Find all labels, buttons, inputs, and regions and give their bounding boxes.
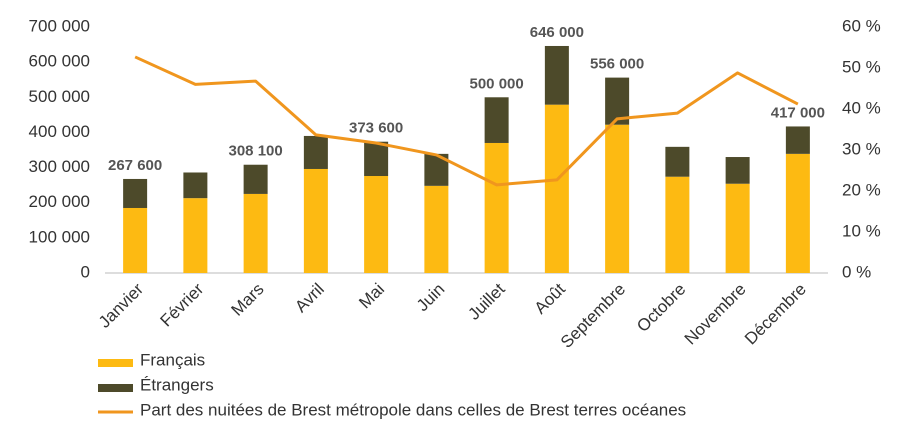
bar-segment (605, 124, 630, 273)
bar-segment (665, 146, 690, 177)
y-tick-label: 600 000 (29, 52, 90, 71)
y-tick-label: 500 000 (29, 87, 90, 106)
bar-segment (544, 45, 569, 105)
bar-segment (123, 207, 148, 273)
y-tick-label: 0 (81, 262, 90, 281)
x-tick-label: Novembre (681, 280, 750, 349)
y2-tick-label: 50 % (842, 57, 881, 76)
total-label: 556 000 (590, 56, 644, 73)
bar-segment (303, 135, 328, 169)
line-series (134, 55, 799, 187)
total-label: 500 000 (470, 75, 524, 92)
total-label: 267 600 (108, 157, 162, 174)
bar-segment (785, 153, 810, 273)
total-label: 308 100 (229, 143, 283, 160)
legend-label: Part des nuitées de Brest métropole dans… (140, 400, 686, 419)
bar-segment (364, 141, 389, 177)
bar-segment (243, 164, 268, 194)
y-tick-label: 200 000 (29, 192, 90, 211)
legend-label: Français (140, 350, 205, 369)
bar-segment (183, 172, 208, 199)
y-tick-label: 300 000 (29, 157, 90, 176)
bar-segment (364, 176, 389, 273)
bar-segment (544, 104, 569, 273)
y2-tick-label: 10 % (842, 221, 881, 240)
y2-tick-label: 40 % (842, 98, 881, 117)
bar-segment (665, 176, 690, 273)
x-tick-label: Septembre (557, 280, 629, 352)
x-tick-label: Juin (413, 280, 448, 315)
x-tick-label: Juillet (464, 279, 508, 323)
x-tick-label: Février (157, 279, 208, 330)
y2-tick-label: 60 % (842, 16, 881, 35)
y-tick-label: 700 000 (29, 16, 90, 35)
bar-segment (484, 142, 509, 273)
x-tick-label: Août (531, 279, 569, 317)
x-tick-label: Janvier (95, 279, 147, 331)
bar-segment (484, 97, 509, 143)
x-tick-label: Octobre (633, 280, 689, 336)
x-tick-label: Avril (291, 280, 328, 317)
bar-segment (303, 168, 328, 273)
bar-segment (725, 183, 750, 273)
bar-segment (424, 185, 449, 273)
bar-segment (183, 198, 208, 273)
legend-swatch (98, 384, 133, 392)
bar-segment (243, 193, 268, 273)
x-tick-label: Mars (227, 280, 267, 320)
y2-tick-label: 20 % (842, 180, 881, 199)
total-label: 417 000 (771, 104, 825, 121)
y-tick-label: 400 000 (29, 122, 90, 141)
bar-segment (785, 126, 810, 154)
x-tick-label: Décembre (741, 280, 810, 349)
x-tick-label: Mai (355, 280, 388, 313)
legend-swatch (98, 359, 133, 367)
bar-segment (123, 178, 148, 208)
y2-tick-label: 0 % (842, 262, 871, 281)
total-label: 373 600 (349, 120, 403, 137)
total-label: 646 000 (530, 24, 584, 41)
y2-tick-label: 30 % (842, 139, 881, 158)
bar-segment (725, 157, 750, 184)
legend-label: Étrangers (140, 375, 214, 394)
y-tick-label: 100 000 (29, 227, 90, 246)
